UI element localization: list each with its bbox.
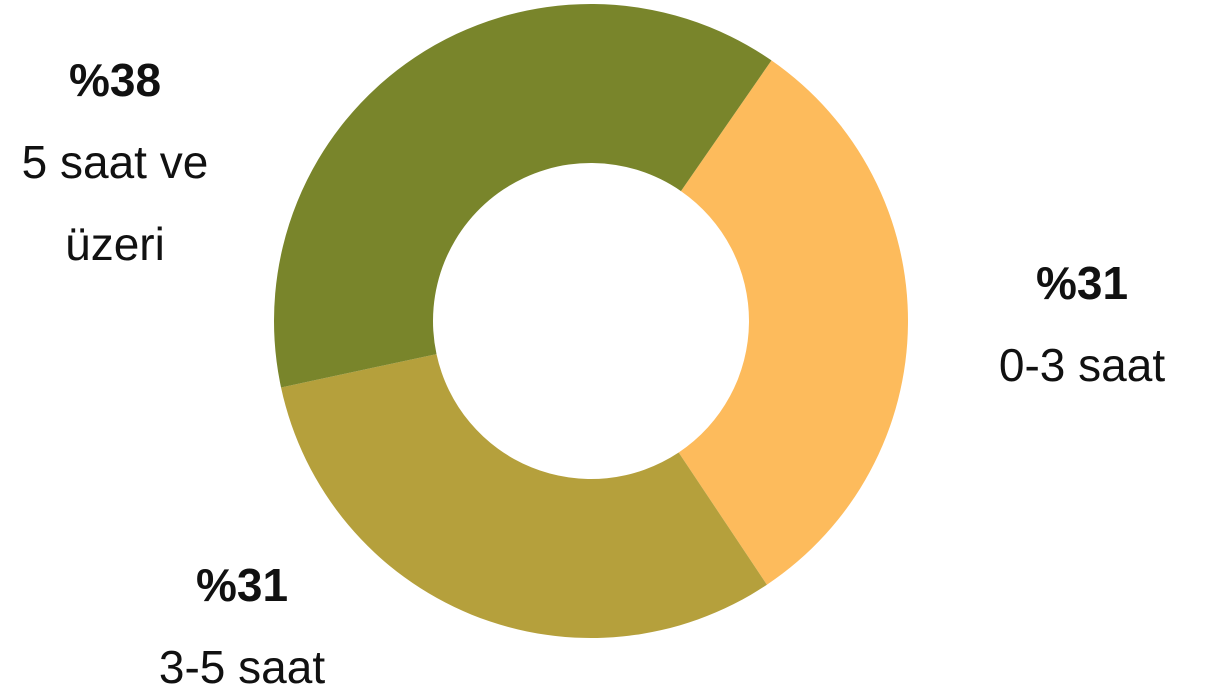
- value-label: %31: [195, 559, 289, 611]
- slice-label: %31 0-3 saat: [952, 242, 1209, 406]
- value-label: %38: [68, 54, 162, 106]
- category-label: 0-3 saat: [998, 339, 1166, 391]
- category-label: 5 saat ve üzeri: [21, 136, 209, 270]
- donut-slice: [274, 4, 772, 388]
- donut-slice: [281, 354, 767, 638]
- slice-label: %31 3-5 saat: [112, 544, 372, 697]
- category-label: 3-5 saat: [158, 641, 326, 693]
- value-label: %31: [1035, 257, 1129, 309]
- donut-slice: [678, 60, 908, 585]
- slice-label: %38 5 saat ve üzeri: [0, 39, 230, 285]
